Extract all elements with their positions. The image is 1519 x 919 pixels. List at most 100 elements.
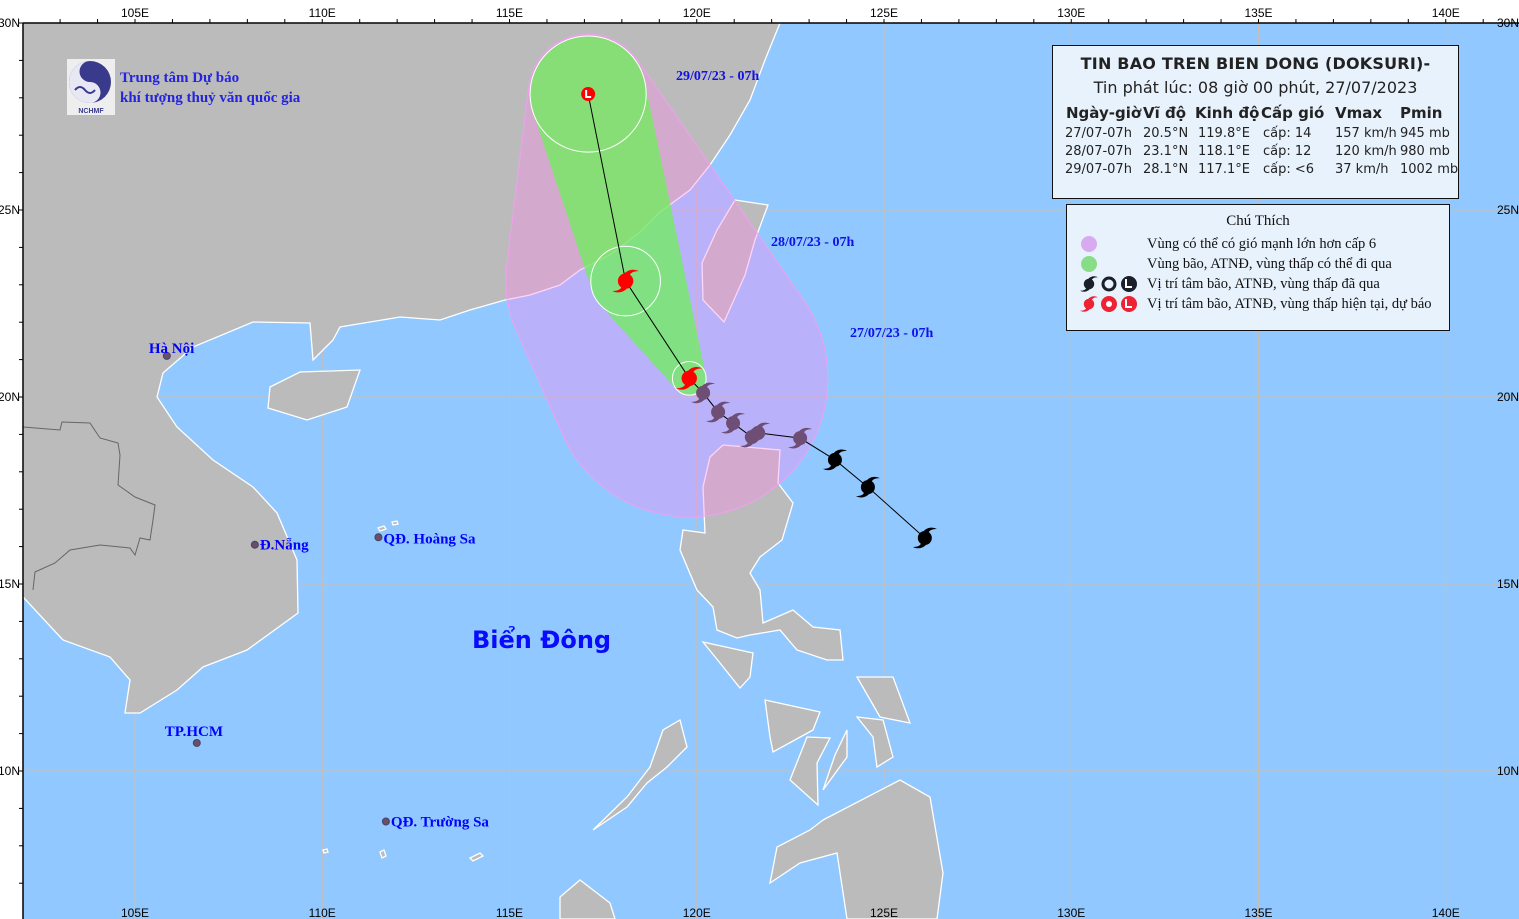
land-cebu bbox=[822, 729, 848, 791]
lon-label-top: 135E bbox=[1244, 6, 1272, 20]
land-luzon bbox=[679, 444, 844, 661]
land-borneo bbox=[559, 879, 616, 919]
lat-label-left: 30N bbox=[0, 16, 20, 30]
legend-item-current-forecast: Vị trí tâm bão, ATNĐ, vùng thấp hiện tại… bbox=[1067, 296, 1449, 316]
lat-label-right: 10N bbox=[1497, 764, 1519, 778]
lon-label-bottom: 135E bbox=[1244, 906, 1272, 919]
place-label: TP.HCM bbox=[165, 724, 223, 740]
lon-label-bottom: 115E bbox=[496, 906, 523, 919]
storm-track bbox=[581, 87, 937, 549]
org-name-line2: khí tượng thuỷ văn quốc gia bbox=[120, 90, 301, 106]
place-label: Hà Nội bbox=[149, 341, 194, 357]
cell-vmax: 37 km/h bbox=[1335, 162, 1389, 177]
cell-longitude: 118.1°E bbox=[1198, 144, 1250, 159]
date-label-29-07: 29/07/23 - 07h bbox=[676, 69, 759, 84]
sea-name-bien-dong: Biển Đông bbox=[472, 624, 611, 654]
lon-label-bottom: 125E bbox=[870, 906, 898, 919]
org-name-line1: Trung tâm Dự báo bbox=[120, 70, 239, 86]
cell-wind-level: cấp: <6 bbox=[1263, 162, 1315, 177]
green-circle-icon bbox=[1081, 256, 1097, 272]
cell-pmin: 945 mb bbox=[1400, 126, 1450, 141]
city-dot bbox=[250, 540, 259, 549]
lat-label-left: 10N bbox=[0, 764, 20, 778]
cell-longitude: 119.8°E bbox=[1198, 126, 1250, 141]
cell-vmax: 157 km/h bbox=[1335, 126, 1397, 141]
low-pressure-icon bbox=[1121, 276, 1137, 292]
header-pmin: Pmin bbox=[1400, 104, 1443, 122]
place-label: Đ.Nẵng bbox=[260, 538, 309, 554]
legend-item-wind-zone: Vùng có thể có gió mạnh lớn hơn cấp 6 bbox=[1067, 236, 1449, 256]
lat-label-right: 20N bbox=[1497, 390, 1519, 404]
lat-label-right: 25N bbox=[1497, 203, 1519, 217]
legend-box: Chú Thích Vùng có thể có gió mạnh lớn hơ… bbox=[1066, 204, 1450, 331]
places: Hà Nội Đ.Nẵng QĐ. Hoàng Sa TP.HCM QĐ. Trường… bbox=[149, 341, 490, 831]
legend-title: Chú Thích bbox=[1226, 213, 1290, 229]
forecast-uncertainty-circle bbox=[671, 360, 707, 396]
depression-icon bbox=[1101, 296, 1117, 312]
storm-path-zone bbox=[530, 36, 707, 396]
cell-pmin: 1002 mb bbox=[1400, 162, 1459, 177]
land-mindanao bbox=[769, 779, 944, 919]
lat-label-right: 15N bbox=[1497, 577, 1519, 591]
forecast-low-pressure-icon bbox=[581, 87, 596, 102]
lon-label-bottom: 130E bbox=[1057, 906, 1085, 919]
forecast-zones bbox=[505, 33, 829, 518]
land-palawan bbox=[592, 719, 688, 831]
low-letter bbox=[585, 90, 592, 99]
land-negros bbox=[789, 736, 832, 807]
header-longitude: Kinh độ bbox=[1195, 104, 1260, 122]
left-margin bbox=[0, 0, 23, 919]
track-line bbox=[587, 93, 926, 539]
depression-ring-icon bbox=[1101, 276, 1117, 292]
low-pressure-icon bbox=[1121, 296, 1137, 312]
land-hainan bbox=[267, 369, 361, 421]
land-paracel-islands bbox=[376, 520, 399, 532]
land-spratly-islands bbox=[322, 848, 485, 862]
land-panay bbox=[764, 699, 821, 753]
bulletin-issue-time: Tin phát lúc: 08 giờ 00 phút, 27/07/2023 bbox=[1093, 78, 1418, 97]
cell-vmax: 120 km/h bbox=[1335, 144, 1397, 159]
cell-pmin: 980 mb bbox=[1400, 144, 1450, 159]
land-leyte bbox=[855, 716, 894, 769]
cell-latitude: 20.5°N bbox=[1143, 126, 1189, 141]
header-wind-level: Cấp gió bbox=[1261, 104, 1325, 122]
lon-label-top: 120E bbox=[683, 6, 711, 20]
lon-label-bottom: 140E bbox=[1432, 906, 1460, 919]
lon-label-bottom: 120E bbox=[683, 906, 711, 919]
legend-label: Vị trí tâm bão, ATNĐ, vùng thấp đã qua bbox=[1147, 276, 1380, 292]
lat-label-left: 25N bbox=[0, 203, 20, 217]
typhoon-symbol-icon bbox=[1080, 296, 1098, 312]
legend-label: Vùng bão, ATNĐ, vùng thấp có thể đi qua bbox=[1147, 256, 1392, 272]
cell-latitude: 28.1°N bbox=[1143, 162, 1189, 177]
low-circle bbox=[581, 87, 596, 102]
city-dot bbox=[192, 738, 201, 747]
date-label-27-07: 27/07/23 - 07h bbox=[850, 326, 933, 341]
date-label-28-07: 28/07/23 - 07h bbox=[771, 235, 854, 250]
land-samar bbox=[855, 676, 912, 724]
cell-datetime: 28/07-07h bbox=[1065, 144, 1132, 159]
city-dot bbox=[162, 351, 171, 360]
lon-label-bottom: 110E bbox=[309, 906, 336, 919]
pink-circle-icon bbox=[1081, 236, 1097, 252]
top-margin bbox=[0, 0, 1519, 23]
lon-label-top: 125E bbox=[870, 6, 898, 20]
land-mindoro bbox=[701, 640, 754, 690]
nchmf-logo: NCHMF bbox=[67, 59, 115, 115]
city-dot bbox=[381, 817, 390, 826]
legend-item-storm-zone: Vùng bão, ATNĐ, vùng thấp có thể đi qua bbox=[1067, 256, 1449, 276]
lon-label-top: 140E bbox=[1432, 6, 1460, 20]
lon-label-top: 110E bbox=[309, 6, 336, 20]
header-latitude: Vĩ độ bbox=[1143, 104, 1187, 122]
bulletin-info-box: TIN BAO TREN BIEN DONG (DOKSURI)- Tin ph… bbox=[1052, 45, 1459, 199]
lat-label-left: 15N bbox=[0, 577, 20, 591]
lon-label-bottom: 105E bbox=[121, 906, 149, 919]
lon-label-top: 115E bbox=[496, 6, 523, 20]
legend-label: Vùng có thể có gió mạnh lớn hơn cấp 6 bbox=[1147, 236, 1377, 252]
city-dot bbox=[374, 533, 383, 542]
header-vmax: Vmax bbox=[1335, 104, 1383, 122]
place-label: QĐ. Hoàng Sa bbox=[383, 531, 476, 547]
land-taiwan bbox=[701, 199, 769, 324]
lon-label-top: 130E bbox=[1057, 6, 1085, 20]
cell-longitude: 117.1°E bbox=[1198, 162, 1250, 177]
forecast-uncertainty-circle bbox=[529, 35, 647, 153]
